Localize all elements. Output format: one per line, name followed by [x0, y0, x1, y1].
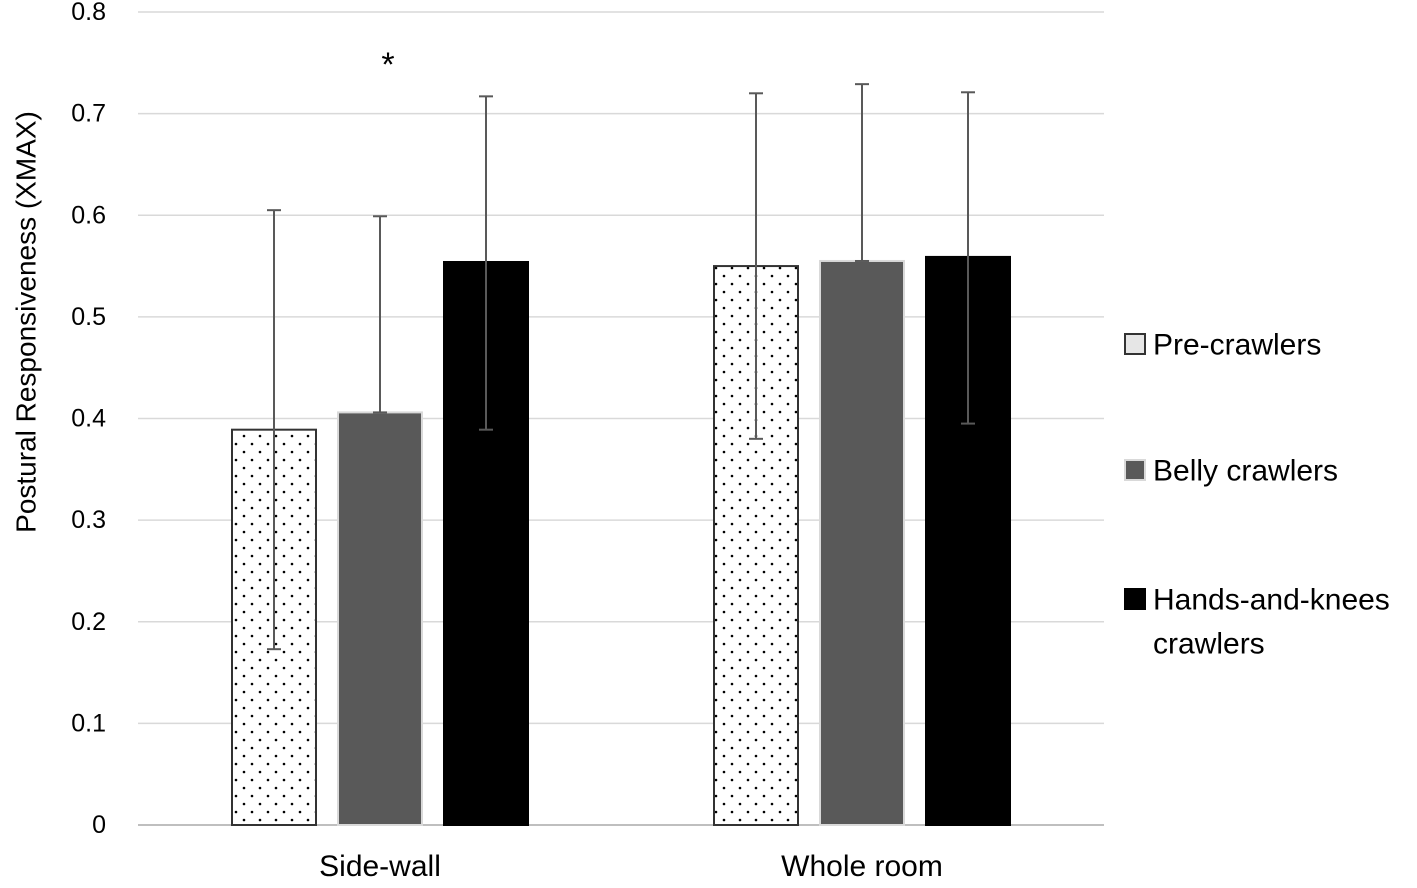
legend-item: Belly crawlers — [1124, 455, 1338, 488]
x-category-label: Whole room — [781, 850, 943, 883]
y-tick-label: 0.7 — [71, 100, 106, 128]
bars — [231, 255, 1011, 826]
error-bars — [267, 83, 975, 651]
error-bar — [749, 92, 763, 440]
y-tick-label: 0.8 — [71, 0, 106, 26]
legend-label: crawlers — [1153, 628, 1265, 661]
legend-swatch — [1124, 333, 1146, 355]
y-axis-ticks: 0 0.1 0.2 0.3 0.4 0.5 0.6 0.7 0.8 — [71, 0, 106, 839]
x-category-label: Side-wall — [319, 850, 441, 883]
annotations: * — [381, 46, 394, 84]
error-bar — [479, 95, 493, 431]
legend-swatch — [1124, 459, 1146, 481]
y-tick-label: 0.1 — [71, 709, 106, 737]
legend-label: Pre-crawlers — [1153, 329, 1321, 362]
legend: Pre-crawlers Belly crawlers Hands-and-knee… — [1124, 329, 1390, 661]
legend-label: Belly crawlers — [1153, 455, 1338, 488]
x-axis-categories: Side-wall Whole room — [319, 850, 943, 883]
y-tick-label: 0.2 — [71, 608, 106, 636]
y-tick-label: 0.6 — [71, 201, 106, 229]
error-bar — [373, 215, 387, 414]
error-bar — [961, 91, 975, 425]
legend-item: Hands-and-knees crawlers — [1124, 584, 1390, 661]
error-bar — [267, 209, 281, 651]
y-tick-label: 0.5 — [71, 303, 106, 331]
y-tick-label: 0.3 — [71, 506, 106, 534]
legend-swatch — [1124, 588, 1146, 610]
significance-marker: * — [381, 46, 394, 84]
bar — [819, 259, 905, 826]
y-tick-label: 0.4 — [71, 405, 106, 433]
y-tick-label: 0 — [92, 811, 106, 839]
error-bar — [855, 83, 869, 262]
bar — [337, 411, 423, 826]
legend-label: Hands-and-knees — [1153, 584, 1390, 617]
legend-item: Pre-crawlers — [1124, 329, 1321, 362]
y-axis-label: Postural Responsiveness (XMAX) — [11, 111, 42, 533]
